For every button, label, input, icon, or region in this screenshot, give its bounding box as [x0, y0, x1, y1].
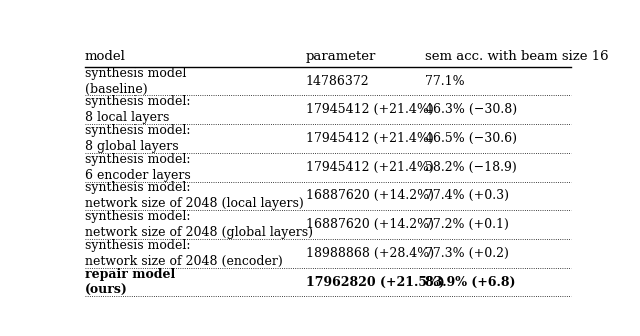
Text: 14786372: 14786372 — [306, 75, 369, 88]
Text: synthesis model
(baseline): synthesis model (baseline) — [85, 67, 186, 95]
Text: 46.3% (−30.8): 46.3% (−30.8) — [425, 103, 517, 116]
Text: synthesis model:
network size of 2048 (encoder): synthesis model: network size of 2048 (e… — [85, 239, 283, 268]
Text: 83.9% (+6.8): 83.9% (+6.8) — [425, 276, 515, 289]
Text: 77.1%: 77.1% — [425, 75, 465, 88]
Text: 46.5% (−30.6): 46.5% (−30.6) — [425, 132, 516, 145]
Text: 77.4% (+0.3): 77.4% (+0.3) — [425, 190, 509, 203]
Text: repair model
(ours): repair model (ours) — [85, 267, 175, 297]
Text: 17962820 (+21.5%): 17962820 (+21.5%) — [306, 276, 444, 289]
Text: 18988868 (+28.4%): 18988868 (+28.4%) — [306, 247, 434, 260]
Text: parameter: parameter — [306, 50, 376, 62]
Text: 17945412 (+21.4%): 17945412 (+21.4%) — [306, 103, 433, 116]
Text: synthesis model:
8 global layers: synthesis model: 8 global layers — [85, 124, 191, 153]
Text: sem acc. with beam size 16: sem acc. with beam size 16 — [425, 50, 609, 62]
Text: model: model — [85, 50, 126, 62]
Text: 17945412 (+21.4%): 17945412 (+21.4%) — [306, 132, 433, 145]
Text: 16887620 (+14.2%): 16887620 (+14.2%) — [306, 190, 434, 203]
Text: 77.2% (+0.1): 77.2% (+0.1) — [425, 218, 509, 231]
Text: 17945412 (+21.4%): 17945412 (+21.4%) — [306, 161, 433, 174]
Text: synthesis model:
8 local layers: synthesis model: 8 local layers — [85, 95, 191, 124]
Text: 58.2% (−18.9): 58.2% (−18.9) — [425, 161, 516, 174]
Text: 77.3% (+0.2): 77.3% (+0.2) — [425, 247, 509, 260]
Text: synthesis model:
network size of 2048 (global layers): synthesis model: network size of 2048 (g… — [85, 210, 313, 239]
Text: synthesis model:
network size of 2048 (local layers): synthesis model: network size of 2048 (l… — [85, 181, 304, 210]
Text: synthesis model:
6 encoder layers: synthesis model: 6 encoder layers — [85, 153, 191, 182]
Text: 16887620 (+14.2%): 16887620 (+14.2%) — [306, 218, 434, 231]
